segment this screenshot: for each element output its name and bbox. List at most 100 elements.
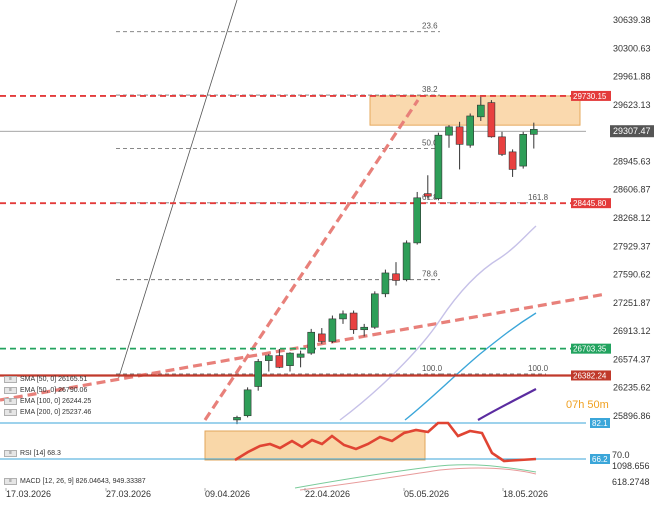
price-levels: 29307.47 29730.15 28445.80 26703.35 26382.24	[0, 90, 654, 381]
legend-sma-50[interactable]: ≡ SMA [50, 0] 26165.51	[4, 374, 87, 384]
rsi-axis-label: 70.0	[612, 450, 630, 460]
candle-body	[445, 126, 453, 136]
red-dashed-trend-up	[203, 99, 420, 421]
legend-ema-100-value: 26244.25	[62, 397, 92, 405]
legend-sma-50-value: 26165.51	[58, 375, 88, 383]
legend-ema-50-value: 26790.06	[58, 386, 88, 394]
legend-rsi[interactable]: ≡ RSI [14] 68.3	[4, 448, 61, 458]
candle-body	[487, 102, 496, 138]
candle-body	[370, 293, 379, 328]
settings-icon[interactable]: ≡	[4, 386, 17, 394]
ema-200-line	[477, 388, 537, 421]
legend-ema-100-name: EMA [100, 0]	[20, 397, 61, 405]
price-level-tag	[571, 343, 611, 354]
candle-body	[233, 417, 241, 421]
time-tick-label[interactable]: 22.04.2026	[305, 489, 350, 499]
candle-body	[286, 352, 294, 366]
candle-body	[381, 272, 390, 295]
trend-lines	[0, 0, 607, 421]
price-level-tag	[571, 90, 611, 101]
candle-body	[296, 353, 305, 358]
settings-icon[interactable]: ≡	[4, 397, 17, 405]
time-tick-label[interactable]: 18.05.2026	[503, 489, 548, 499]
legend-macd[interactable]: ≡ MACD [12, 26, 9] 826.04643, 949.33387	[4, 476, 146, 486]
price-tick-label: 26235.62	[613, 383, 651, 393]
candle-body	[392, 273, 400, 281]
price-tick-label: 28606.87	[613, 185, 651, 195]
fib-level-label: 100.0	[528, 364, 549, 373]
candle-body	[402, 242, 411, 280]
price-tick-label: 30639.38	[613, 15, 651, 25]
candle-body	[307, 331, 316, 354]
candle-body	[519, 134, 528, 167]
macd-axis-label-bottom: 618.2748	[612, 477, 650, 487]
rsi-lower-tag-bg	[590, 454, 610, 464]
ema-50-line	[339, 225, 537, 421]
candle-body	[275, 355, 284, 368]
candle-body	[264, 355, 273, 361]
legend-ema-200-value: 25237.46	[62, 408, 92, 416]
candle-body	[413, 197, 422, 244]
moving-averages	[339, 225, 537, 421]
price-tick-label: 26574.37	[613, 354, 651, 364]
legend-sma-50-name: SMA [50, 0]	[20, 375, 57, 383]
rsi-lower-tag-label: 66.2	[592, 455, 608, 464]
price-tick-label: 27929.37	[613, 241, 651, 251]
price-level-label: 29730.15	[573, 92, 607, 101]
current-price-tag	[610, 125, 654, 138]
time-tick-label[interactable]: 17.03.2026	[6, 489, 51, 499]
candle-body	[508, 151, 517, 170]
price-level-label: 26382.24	[573, 371, 607, 380]
candle-body	[466, 115, 475, 146]
price-tick-label: 30300.63	[613, 43, 651, 53]
rsi-line	[234, 421, 537, 463]
price-level-label: 28445.80	[573, 199, 607, 208]
time-axis[interactable]: 17.03.2026 27.03.2026 09.04.2026 22.04.2026…	[5, 488, 548, 499]
settings-icon[interactable]: ≡	[4, 375, 17, 383]
price-tick-label: 28268.12	[613, 213, 651, 223]
time-tick-label[interactable]: 05.05.2026	[404, 489, 449, 499]
price-tick-label: 28945.63	[613, 156, 651, 166]
candle-countdown: 07h 50m	[566, 399, 609, 411]
rsi-zone	[204, 430, 426, 461]
rsi-upper-tag-bg	[590, 418, 610, 428]
price-axis[interactable]: 30639.38 30300.63 29961.88 29623.13 28945.63…	[613, 15, 651, 421]
price-level-label: 26703.35	[573, 345, 607, 354]
candles	[233, 96, 538, 425]
ema-100-line	[404, 312, 537, 421]
settings-icon[interactable]: ≡	[4, 408, 17, 416]
fib-level-label: 61.8	[422, 193, 438, 202]
legend-ema-200[interactable]: ≡ EMA [200, 0] 25237.46	[4, 407, 91, 417]
fib-level-label: 23.6	[422, 22, 438, 31]
legend-ema-100[interactable]: ≡ EMA [100, 0] 26244.25	[4, 396, 91, 406]
candle-body	[349, 312, 358, 331]
current-price-label: 29307.47	[613, 126, 651, 136]
price-tick-label: 27251.87	[613, 298, 651, 308]
rsi-pane: 82.1 66.2	[0, 418, 610, 464]
legend-ema-50-name: EMA [50, 0]	[20, 386, 57, 394]
price-tick-label: 26913.12	[613, 326, 651, 336]
time-tick-label[interactable]: 27.03.2026	[106, 489, 151, 499]
zone-layer	[369, 95, 581, 126]
candle-body	[360, 326, 369, 331]
candle-body	[498, 136, 506, 155]
settings-icon[interactable]: ≡	[4, 449, 17, 457]
steep-trend-line	[117, 0, 238, 381]
macd-signal-line	[299, 467, 537, 491]
fib-level-label: 78.6	[422, 270, 438, 279]
time-tick-label[interactable]: 09.04.2026	[205, 489, 250, 499]
resistance-zone	[369, 95, 581, 126]
settings-icon[interactable]: ≡	[4, 477, 17, 485]
price-level-tag	[571, 370, 611, 381]
candle-body	[243, 389, 252, 417]
fib-level-label: 38.2	[422, 85, 438, 94]
legend-rsi-label: RSI [14] 68.3	[20, 449, 61, 457]
legend-macd-label: MACD [12, 26, 9] 826.04643, 949.33387	[20, 477, 146, 485]
candle-body	[455, 126, 464, 145]
legend-ema-50[interactable]: ≡ EMA [50, 0] 26790.06	[4, 385, 87, 395]
fib-level-label: 100.0	[422, 364, 443, 373]
red-dashed-trend-shallow	[0, 292, 607, 402]
price-tick-label: 29961.88	[613, 72, 651, 82]
price-tick-label: 29623.13	[613, 100, 651, 110]
